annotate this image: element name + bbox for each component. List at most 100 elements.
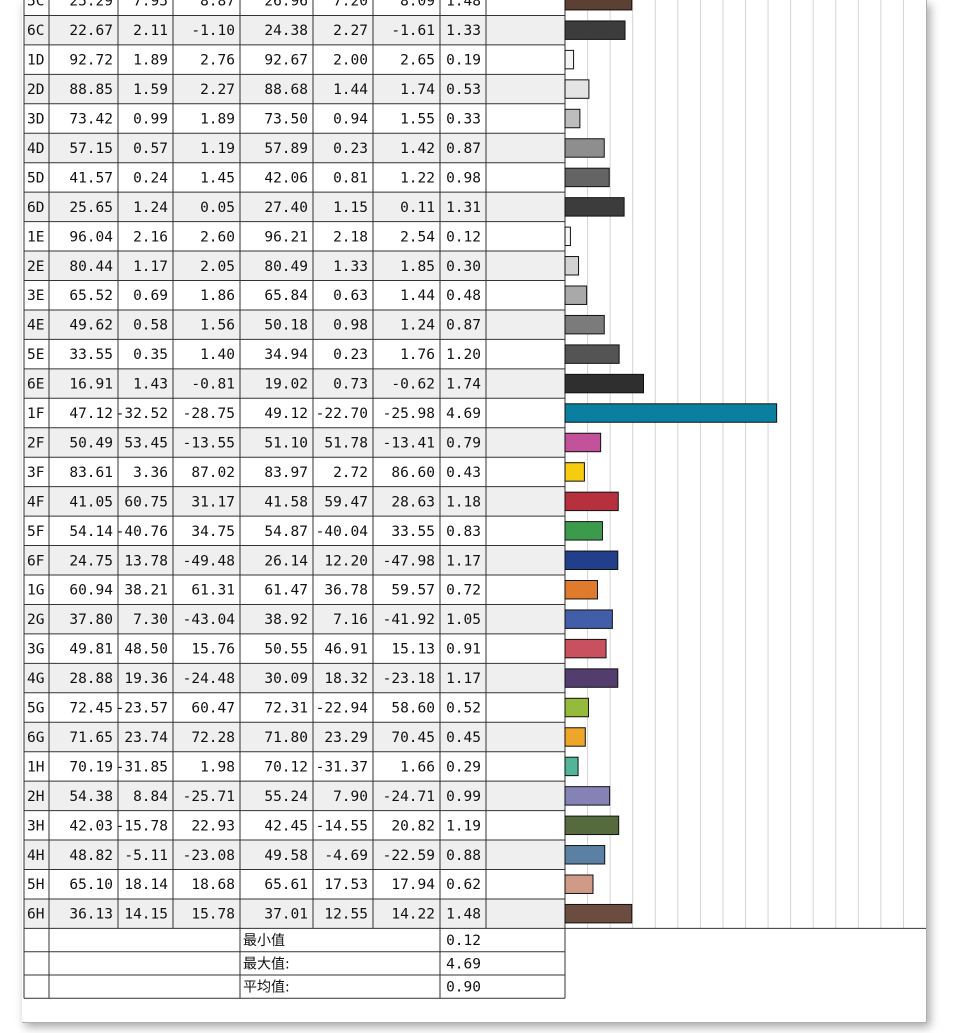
measured-value: -31.85 [116,759,168,775]
measured-value: 57.15 [69,141,113,157]
color-accuracy-report: 5C 25.29 7.95 8.87 26.96 7.20 8.09 1.48 6C 22.67 2… [22,0,927,1023]
measured-value: 27.40 [264,200,308,216]
measured-value: 33.55 [391,524,435,540]
measured-value: 0.81 [333,170,368,186]
patch-id: 5G [27,701,44,717]
measured-value: 42.06 [264,170,308,186]
delta-e-bar [564,786,611,806]
measured-value: 59.47 [324,494,368,510]
measured-value: 2.54 [400,229,435,245]
measured-value: 59.57 [391,583,435,599]
measured-value: 23.29 [324,730,368,746]
measured-value: 0.11 [400,200,435,216]
measured-value: 48.50 [124,642,168,658]
measured-value: 46.91 [324,642,368,658]
measured-value: 60.94 [69,583,113,599]
measured-value: 8.09 [400,0,435,10]
measured-value: -22.59 [383,848,435,864]
measured-value: 1.45 [200,170,235,186]
measured-value: 2.27 [333,23,368,39]
delta-e-value: 0.53 [446,82,481,98]
measured-value: 7.95 [133,0,168,10]
patch-id: 3E [27,288,44,304]
measured-value: 31.17 [191,494,235,510]
measured-value: 13.78 [124,553,168,569]
measured-value: 65.52 [69,288,113,304]
row-shade [24,781,565,811]
measured-value: 2.18 [333,229,368,245]
measured-value: 1.98 [200,759,235,775]
measured-value: 1.24 [133,200,168,216]
measured-value: 3.36 [133,465,168,481]
delta-e-bar [564,197,625,217]
measured-value: 1.89 [133,53,168,69]
measured-value: 41.57 [69,170,113,186]
delta-e-value: 1.18 [446,494,481,510]
measured-value: 70.45 [391,730,435,746]
measured-value: 71.80 [264,730,308,746]
delta-e-bar [564,285,588,305]
measured-value: 28.63 [391,494,435,510]
measured-value: 24.75 [69,553,113,569]
patch-id: 1E [27,229,44,245]
measured-value: 42.45 [264,818,308,834]
measured-value: 65.84 [264,288,308,304]
measured-value: 26.14 [264,553,308,569]
measured-value: -23.08 [183,848,235,864]
patch-id: 3D [27,112,44,128]
measured-value: 49.81 [69,642,113,658]
patch-id: 4D [27,141,44,157]
delta-e-value: 1.19 [446,818,481,834]
measured-value: 2.16 [133,229,168,245]
measured-value: 14.22 [391,907,435,923]
measured-value: 0.23 [333,141,368,157]
measured-value: 26.96 [264,0,308,10]
delta-e-bar [564,550,619,570]
measured-value: -23.18 [383,671,435,687]
measured-value: 15.76 [191,642,235,658]
measured-value: 20.82 [391,818,435,834]
measured-value: 50.18 [264,318,308,334]
measured-value: -4.69 [324,848,368,864]
measured-value: 8.87 [200,0,235,10]
measured-value: 38.92 [264,612,308,628]
delta-e-bar [564,0,633,11]
patch-id: 5F [27,524,44,540]
measured-value: 83.61 [69,465,113,481]
delta-e-bar [564,79,590,99]
delta-e-value: 1.74 [446,377,481,393]
patch-id: 4H [27,848,44,864]
measured-value: -25.71 [183,789,235,805]
measured-value: 24.38 [264,23,308,39]
patch-id: 2G [27,612,44,628]
measured-value: 86.60 [391,465,435,481]
measured-value: 80.49 [264,259,308,275]
delta-e-bar [564,815,620,836]
delta-e-value: 0.45 [446,730,481,746]
measured-value: 58.60 [391,701,435,717]
measured-value: -40.04 [316,524,369,540]
delta-e-value: 0.62 [446,877,481,893]
measured-value: 22.93 [191,818,235,834]
measured-value: -5.11 [124,848,168,864]
delta-e-bar [564,344,620,364]
summary-label: 最大值: [243,956,290,972]
measured-value: -22.94 [316,701,369,717]
delta-e-value: 1.48 [446,907,481,923]
measured-value: -15.78 [116,818,168,834]
measured-value: 54.14 [69,524,113,540]
measured-value: 33.55 [69,347,113,363]
measured-value: -23.57 [116,701,168,717]
measured-value: 36.78 [324,583,368,599]
measured-value: -32.52 [116,406,168,422]
measured-value: 47.12 [69,406,113,422]
patch-id: 6C [27,23,44,39]
measured-value: 1.15 [333,200,368,216]
measured-value: 2.00 [333,53,368,69]
delta-e-bar [564,226,571,247]
delta-e-value: 0.30 [446,259,481,275]
measured-value: 19.02 [264,377,308,393]
measured-value: 51.78 [324,435,368,451]
measured-value: 72.45 [69,701,113,717]
delta-e-value: 0.12 [446,229,481,245]
